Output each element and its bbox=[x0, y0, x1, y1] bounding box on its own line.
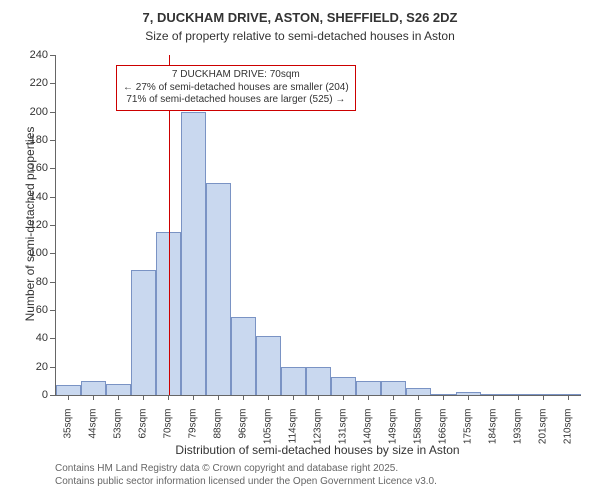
xtick-mark bbox=[193, 395, 194, 400]
chart-container: 7, DUCKHAM DRIVE, ASTON, SHEFFIELD, S26 … bbox=[0, 0, 600, 500]
bar bbox=[331, 377, 356, 395]
xtick-label: 62sqm bbox=[137, 409, 148, 469]
bar bbox=[356, 381, 381, 395]
xtick-mark bbox=[468, 395, 469, 400]
bar bbox=[281, 367, 306, 395]
xtick-label: 175sqm bbox=[462, 409, 473, 469]
xtick-label: 79sqm bbox=[187, 409, 198, 469]
xtick-mark bbox=[218, 395, 219, 400]
ytick-mark bbox=[50, 225, 55, 226]
bar bbox=[181, 112, 206, 395]
plot-area: 7 DUCKHAM DRIVE: 70sqm ← 27% of semi-det… bbox=[55, 55, 581, 396]
xtick-label: 193sqm bbox=[512, 409, 523, 469]
xtick-label: 96sqm bbox=[237, 409, 248, 469]
xtick-label: 114sqm bbox=[287, 409, 298, 469]
bar bbox=[431, 394, 456, 395]
annotation-line2: ← 27% of semi-detached houses are smalle… bbox=[123, 82, 349, 95]
bar bbox=[81, 381, 106, 395]
ytick-mark bbox=[50, 338, 55, 339]
bar bbox=[506, 394, 531, 395]
ytick-label: 160 bbox=[20, 162, 48, 174]
ytick-label: 120 bbox=[20, 219, 48, 231]
xtick-label: 149sqm bbox=[387, 409, 398, 469]
ytick-label: 60 bbox=[20, 304, 48, 316]
bar bbox=[456, 392, 481, 395]
xtick-mark bbox=[318, 395, 319, 400]
xtick-mark bbox=[443, 395, 444, 400]
xtick-mark bbox=[543, 395, 544, 400]
xtick-label: 184sqm bbox=[487, 409, 498, 469]
bar bbox=[481, 394, 506, 395]
xtick-label: 105sqm bbox=[262, 409, 273, 469]
xtick-label: 166sqm bbox=[437, 409, 448, 469]
xtick-mark bbox=[118, 395, 119, 400]
ytick-label: 140 bbox=[20, 191, 48, 203]
xtick-label: 140sqm bbox=[362, 409, 373, 469]
xtick-mark bbox=[568, 395, 569, 400]
xtick-label: 201sqm bbox=[537, 409, 548, 469]
chart-subtitle: Size of property relative to semi-detach… bbox=[0, 29, 600, 43]
ytick-mark bbox=[50, 55, 55, 56]
xtick-mark bbox=[493, 395, 494, 400]
ytick-label: 180 bbox=[20, 134, 48, 146]
xtick-label: 158sqm bbox=[412, 409, 423, 469]
xtick-label: 70sqm bbox=[162, 409, 173, 469]
bar bbox=[106, 384, 131, 395]
ytick-label: 40 bbox=[20, 332, 48, 344]
annotation-line3: 71% of semi-detached houses are larger (… bbox=[123, 94, 349, 107]
bar bbox=[556, 394, 581, 395]
ytick-label: 80 bbox=[20, 276, 48, 288]
ytick-mark bbox=[50, 83, 55, 84]
ytick-label: 0 bbox=[20, 389, 48, 401]
bar bbox=[256, 336, 281, 396]
ytick-label: 100 bbox=[20, 247, 48, 259]
ytick-mark bbox=[50, 282, 55, 283]
annotation-box: 7 DUCKHAM DRIVE: 70sqm ← 27% of semi-det… bbox=[116, 65, 356, 111]
ytick-mark bbox=[50, 310, 55, 311]
xtick-label: 88sqm bbox=[212, 409, 223, 469]
xtick-label: 123sqm bbox=[312, 409, 323, 469]
xtick-mark bbox=[343, 395, 344, 400]
ytick-mark bbox=[50, 168, 55, 169]
ytick-label: 240 bbox=[20, 49, 48, 61]
ytick-mark bbox=[50, 197, 55, 198]
ytick-label: 200 bbox=[20, 106, 48, 118]
xtick-label: 35sqm bbox=[62, 409, 73, 469]
bar bbox=[206, 183, 231, 396]
ytick-mark bbox=[50, 140, 55, 141]
bar bbox=[306, 367, 331, 395]
ytick-mark bbox=[50, 112, 55, 113]
xtick-mark bbox=[393, 395, 394, 400]
footer-line2: Contains public sector information licen… bbox=[55, 476, 437, 489]
xtick-mark bbox=[143, 395, 144, 400]
bar bbox=[56, 385, 81, 395]
xtick-mark bbox=[418, 395, 419, 400]
chart-title: 7, DUCKHAM DRIVE, ASTON, SHEFFIELD, S26 … bbox=[0, 0, 600, 27]
xtick-mark bbox=[168, 395, 169, 400]
xtick-mark bbox=[93, 395, 94, 400]
ytick-mark bbox=[50, 253, 55, 254]
bar bbox=[381, 381, 406, 395]
xtick-label: 131sqm bbox=[337, 409, 348, 469]
xtick-mark bbox=[268, 395, 269, 400]
xtick-mark bbox=[293, 395, 294, 400]
bar bbox=[531, 394, 556, 395]
bar bbox=[131, 270, 156, 395]
ytick-label: 220 bbox=[20, 77, 48, 89]
ytick-mark bbox=[50, 395, 55, 396]
xtick-mark bbox=[368, 395, 369, 400]
xtick-mark bbox=[68, 395, 69, 400]
ytick-label: 20 bbox=[20, 361, 48, 373]
xtick-mark bbox=[243, 395, 244, 400]
bar bbox=[406, 388, 431, 395]
annotation-line1: 7 DUCKHAM DRIVE: 70sqm bbox=[123, 69, 349, 82]
xtick-label: 210sqm bbox=[562, 409, 573, 469]
title-line1: 7, DUCKHAM DRIVE, ASTON, SHEFFIELD, S26 … bbox=[143, 10, 458, 25]
bar bbox=[231, 317, 256, 395]
ytick-mark bbox=[50, 367, 55, 368]
xtick-label: 53sqm bbox=[112, 409, 123, 469]
xtick-mark bbox=[518, 395, 519, 400]
xtick-label: 44sqm bbox=[87, 409, 98, 469]
